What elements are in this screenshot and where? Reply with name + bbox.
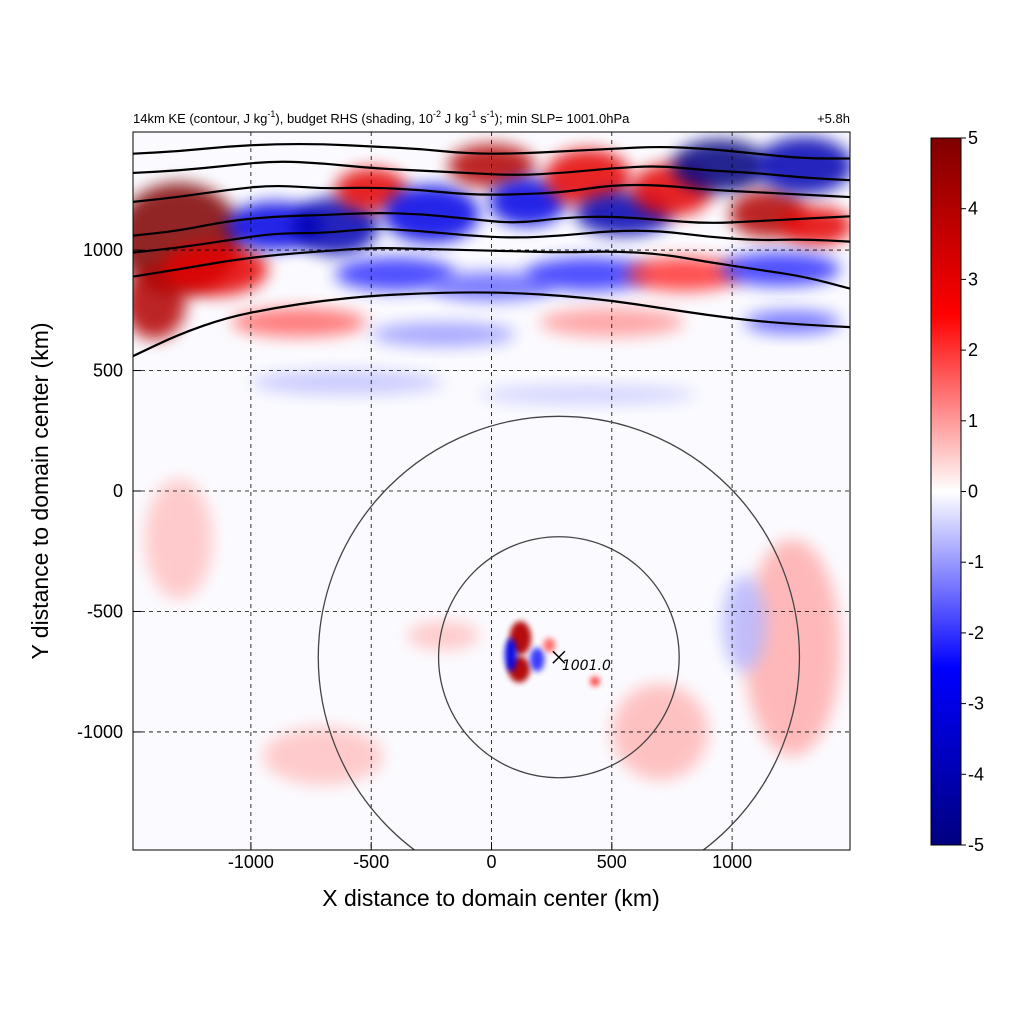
- shading-feature-14: [756, 136, 850, 195]
- range-ring-1000: [317, 415, 801, 850]
- shading-feature-19: [626, 257, 742, 292]
- colorbar-tick-label-7: -2: [968, 623, 984, 643]
- x-tick-label-1: -500: [353, 852, 389, 872]
- colorbar-tick-label-0: 5: [968, 128, 978, 148]
- storm-center-label: 1001.0: [562, 658, 611, 674]
- shading-feature-25: [250, 370, 444, 395]
- ke-contour-4: [133, 183, 850, 203]
- ke-contour-0: [133, 291, 850, 358]
- x-tick-label-4: 1000: [712, 852, 752, 872]
- colorbar-tick-label-2: 3: [968, 269, 978, 289]
- plot-area: 1001.0: [132, 131, 851, 851]
- x-axis-ticks: -1000 -500 0 500 1000: [228, 842, 752, 872]
- shading-feature-29: [722, 575, 766, 672]
- shading-feature-2: [161, 242, 268, 296]
- shading-feature-35: [590, 676, 600, 687]
- shading-feature-36: [407, 621, 480, 651]
- shading-feature-18: [525, 257, 651, 292]
- colorbar-tick-label-5: 0: [968, 482, 978, 502]
- shading-feature-38: [611, 683, 709, 781]
- colorbar-tick-label-4: 1: [968, 411, 978, 431]
- shading-feature-27: [145, 478, 213, 600]
- chart-title: 14km KE (contour, J kg-1), budget RHS (s…: [133, 109, 630, 126]
- shading-feature-37: [262, 727, 384, 785]
- range-rings: [317, 415, 801, 850]
- storm-center-x-mark: [552, 650, 566, 664]
- y-tick-label-2: 0: [113, 481, 123, 501]
- ke-contours: [133, 142, 850, 358]
- range-ring-500: [437, 536, 680, 779]
- y-tick-label-0: 1000: [83, 240, 123, 260]
- y-tick-label-1: 500: [93, 361, 123, 381]
- shading-feature-22: [371, 322, 516, 347]
- colorbar-ticks: 5 4 3 2 1 0 -1 -2 -3 -4 -5: [961, 128, 984, 855]
- y-axis-label: Y distance to domain center (km): [27, 322, 53, 659]
- shading-feature-33: [529, 647, 545, 672]
- colorbar-tick-label-8: -3: [968, 694, 984, 714]
- time-label: +5.8h: [817, 111, 850, 126]
- shading-feature-26: [479, 384, 697, 405]
- y-axis-ticks: 1000 500 0 -500 -1000: [77, 240, 141, 742]
- shading-feature-24: [744, 310, 841, 335]
- ke-contour-6: [133, 142, 850, 160]
- colorbar-tick-label-3: 2: [968, 340, 978, 360]
- colorbar-tick-label-9: -4: [968, 764, 984, 784]
- x-tick-label-3: 500: [597, 852, 627, 872]
- shading-feature-32: [504, 637, 517, 672]
- colorbar: 5 4 3 2 1 0 -1 -2 -3 -4 -5: [930, 128, 984, 855]
- shading-feature-34: [543, 637, 556, 653]
- shading-feature-28: [744, 539, 841, 757]
- x-tick-label-2: 0: [486, 852, 496, 872]
- colorbar-tick-label-6: -1: [968, 552, 984, 572]
- shading-feature-4: [291, 197, 379, 255]
- shading-feature-21: [231, 307, 367, 337]
- shading-feature-23: [539, 307, 684, 337]
- x-axis-label: X distance to domain center (km): [322, 885, 659, 911]
- y-tick-label-3: -500: [87, 601, 123, 621]
- ke-contour-2: [133, 228, 850, 254]
- ke-contour-1: [133, 247, 850, 290]
- colorbar-tick-label-1: 4: [968, 199, 978, 219]
- x-tick-label-0: -1000: [228, 852, 274, 872]
- shading-feature-8: [489, 177, 567, 226]
- ke-contour-5: [133, 160, 850, 182]
- ke-contour-3: [133, 212, 850, 237]
- shading-feature-6: [383, 185, 480, 243]
- storm-center-marker: 1001.0: [552, 650, 611, 674]
- y-tick-label-4: -1000: [77, 722, 123, 742]
- colorbar-bar: [930, 137, 962, 846]
- colorbar-tick-label-10: -5: [968, 835, 984, 855]
- shading-feature-16: [335, 257, 456, 292]
